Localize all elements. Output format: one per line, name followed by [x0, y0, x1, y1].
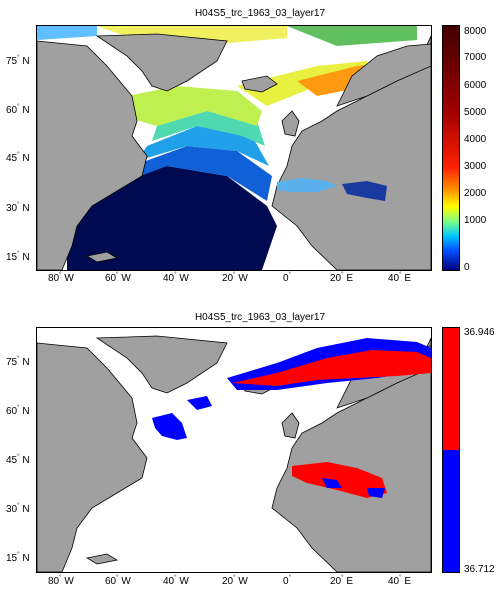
lon-tick-80w: 80° W [48, 272, 74, 284]
land-masses [37, 33, 431, 270]
lon2-tick-40e: 40° E [388, 575, 411, 587]
lon-tick-40e: 40° E [388, 272, 411, 284]
lat-tick-30: 30° N [6, 202, 30, 214]
panel2-map [36, 327, 432, 573]
panel2-map-svg [37, 335, 431, 572]
lat-tick-75: 75° N [6, 55, 30, 67]
cbar2-max-label: 36.946 [464, 327, 495, 338]
lat2-tick-75: 75° N [6, 356, 30, 368]
panel1-title: H04S5_trc_1963_03_layer17 [194, 8, 326, 19]
lon2-tick-80w: 80° W [48, 575, 74, 587]
lon-tick-20e: 20° E [330, 272, 353, 284]
cbar1-tick-0: 0 [464, 262, 470, 273]
cbar1-tick-6000: 6000 [464, 80, 487, 91]
lon-tick-60w: 60° W [105, 272, 131, 284]
cbar1-tick-1000: 1000 [464, 215, 487, 226]
lon-tick-40w: 40° W [163, 272, 189, 284]
cbar1-tick-5000: 5000 [464, 107, 487, 118]
cbar1-tick-4000: 4000 [464, 134, 487, 145]
lat-tick-45: 45° N [6, 152, 30, 164]
panel1-colorbar [442, 25, 460, 271]
lat-tick-60: 60° N [6, 104, 30, 116]
lon2-tick-20e: 20° E [330, 575, 353, 587]
cbar1-tick-7000: 7000 [464, 52, 487, 63]
cbar2-min-label: 36.712 [464, 564, 495, 575]
lat2-tick-60: 60° N [6, 405, 30, 417]
lon2-tick-0: 0° [283, 575, 291, 587]
lat2-tick-15: 15° N [6, 552, 30, 564]
mediterranean [277, 178, 387, 201]
panel1-map-svg [37, 26, 431, 270]
tracer-field [37, 26, 417, 270]
lon-tick-20w: 20° W [222, 272, 248, 284]
lat2-tick-30: 30° N [6, 503, 30, 515]
lat2-tick-45: 45° N [6, 454, 30, 466]
panel2-title: H04S5_trc_1963_03_layer17 [194, 312, 326, 323]
lon2-tick-40w: 40° W [163, 575, 189, 587]
lon2-tick-20w: 20° W [222, 575, 248, 587]
lon-tick-0: 0° [283, 272, 291, 284]
lon2-tick-60w: 60° W [105, 575, 131, 587]
cbar1-tick-8000: 8000 [464, 26, 487, 37]
panel1-map [36, 25, 432, 271]
cbar1-tick-3000: 3000 [464, 161, 487, 172]
panel2-colorbar [442, 327, 460, 573]
lat-tick-15: 15° N [6, 251, 30, 263]
tracer-binary-field [152, 338, 431, 498]
cbar1-tick-2000: 2000 [464, 188, 487, 199]
